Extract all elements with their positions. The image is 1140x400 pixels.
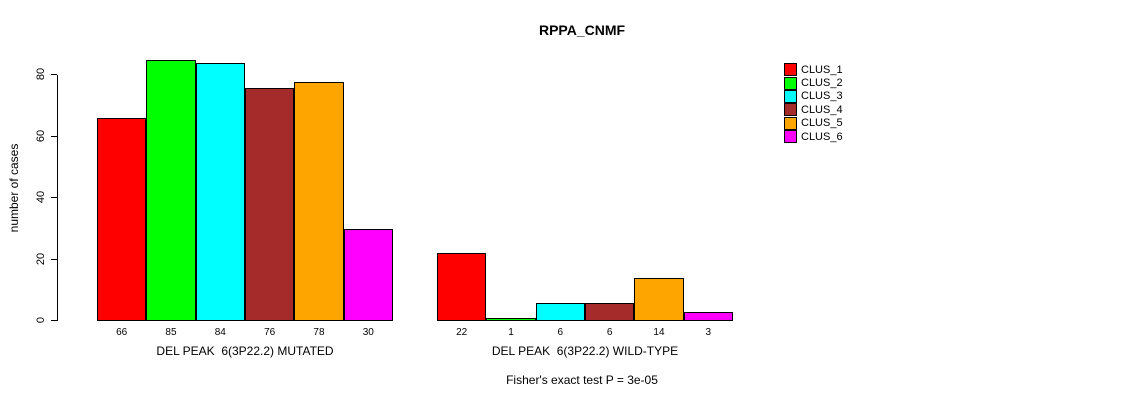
bar-value-label: 66 xyxy=(116,327,128,338)
legend-item: CLUS_6 xyxy=(784,130,843,144)
legend-label: CLUS_2 xyxy=(801,77,843,90)
y-tick xyxy=(51,320,57,321)
bar-clus_2 xyxy=(146,60,196,321)
legend: CLUS_1 CLUS_2 CLUS_3 CLUS_4 CLUS_5 CLUS_6 xyxy=(784,63,843,144)
legend-swatch-icon xyxy=(784,103,797,117)
value-labels-mutated: 66 85 84 76 78 30 xyxy=(97,327,393,338)
y-tick xyxy=(51,259,57,260)
value-labels-wild-type: 22 1 6 6 14 3 xyxy=(437,327,733,338)
bar-value-label: 30 xyxy=(362,327,374,338)
legend-label: CLUS_6 xyxy=(801,130,843,143)
bar-clus_4 xyxy=(584,303,635,321)
y-tick xyxy=(51,74,57,75)
bar-value-label: 76 xyxy=(264,327,276,338)
group-label-mutated: DEL PEAK 6(3P22.2) MUTATED xyxy=(156,344,334,358)
group-label-wild-type: DEL PEAK 6(3P22.2) WILD-TYPE xyxy=(491,344,679,358)
bar-clus_1 xyxy=(97,118,147,321)
legend-swatch-icon xyxy=(784,63,797,77)
bar-clus_5 xyxy=(294,82,344,321)
y-tick xyxy=(51,197,57,198)
bars-mutated xyxy=(97,60,393,321)
y-tick-label: 60 xyxy=(35,129,47,143)
bar-value-label: 6 xyxy=(606,327,613,338)
legend-item: CLUS_1 xyxy=(784,63,843,77)
bar-clus_3 xyxy=(195,63,245,321)
legend-swatch-icon xyxy=(784,89,797,103)
y-axis-label: number of cases xyxy=(7,143,21,233)
bar-value-label: 6 xyxy=(557,327,564,338)
bar-value-label: 3 xyxy=(705,327,712,338)
legend-label: CLUS_1 xyxy=(801,63,843,76)
legend-swatch-icon xyxy=(784,116,797,130)
legend-label: CLUS_3 xyxy=(801,90,843,103)
legend-swatch-icon xyxy=(784,130,797,144)
fisher-test-annotation: Fisher's exact test P = 3e-05 xyxy=(506,373,658,387)
bar-value-label: 22 xyxy=(456,327,468,338)
legend-swatch-icon xyxy=(784,76,797,90)
legend-item: CLUS_4 xyxy=(784,103,843,117)
bar-clus_1 xyxy=(437,253,487,321)
bar-clus_6 xyxy=(343,229,393,321)
legend-item: CLUS_2 xyxy=(784,76,843,90)
bar-clus_2 xyxy=(486,318,536,321)
y-tick-label: 0 xyxy=(35,316,47,324)
y-tick xyxy=(51,136,57,137)
y-axis-line xyxy=(57,75,58,321)
legend-label: CLUS_5 xyxy=(801,117,843,130)
bar-value-label: 84 xyxy=(214,327,226,338)
legend-item: CLUS_3 xyxy=(784,89,843,103)
y-tick-label: 20 xyxy=(35,252,47,266)
bar-clus_3 xyxy=(535,303,585,321)
bar-value-label: 85 xyxy=(165,327,177,338)
bar-group-wild-type: 22 1 6 6 14 3 DEL PEAK 6(3P22.2) WILD-TYPE xyxy=(437,0,733,400)
legend-item: CLUS_5 xyxy=(784,116,843,130)
y-tick-label: 80 xyxy=(35,67,47,81)
bars-wild-type xyxy=(437,253,733,321)
bar-clus_6 xyxy=(683,312,733,321)
bar-clus_5 xyxy=(634,278,684,321)
bar-group-mutated: 66 85 84 76 78 30 DEL PEAK 6(3P22.2) MUTATED xyxy=(97,0,393,400)
bar-value-label: 14 xyxy=(653,327,665,338)
bar-clus_4 xyxy=(244,88,295,321)
chart-title: RPPA_CNMF xyxy=(538,22,626,38)
bar-value-label: 78 xyxy=(313,327,325,338)
legend-label: CLUS_4 xyxy=(801,103,843,116)
bar-value-label: 1 xyxy=(508,327,514,338)
y-tick-label: 40 xyxy=(35,190,47,204)
